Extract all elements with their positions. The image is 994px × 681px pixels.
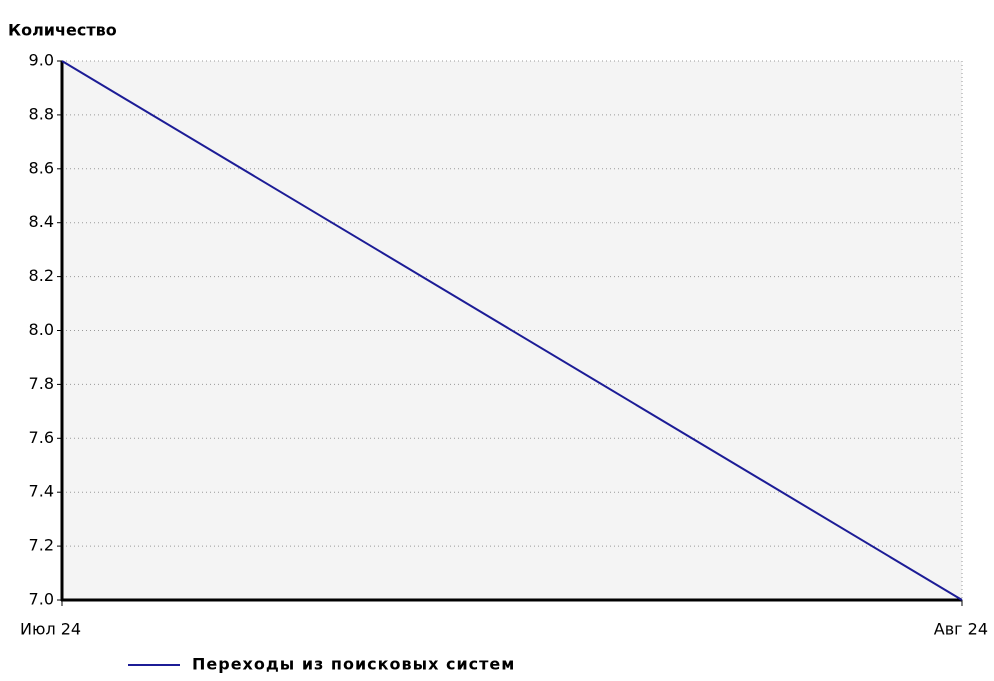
series-line (61, 60, 963, 601)
y-tick-label: 8.8 (29, 104, 54, 123)
y-tick-label: 7.6 (29, 428, 54, 447)
y-tick-label: 8.0 (29, 320, 54, 339)
y-tick-label: 7.2 (29, 536, 54, 555)
y-tick-label: 8.6 (29, 158, 54, 177)
legend-label: Переходы из поисковых систем (192, 655, 515, 674)
y-tick-label: 7.8 (29, 374, 54, 393)
x-tick-label: Авг 24 (934, 620, 988, 639)
y-tick-label: 9.0 (29, 51, 54, 70)
y-tick-label: 7.4 (29, 482, 54, 501)
y-axis-title: Количество (8, 21, 117, 40)
y-tick-label: 7.0 (29, 590, 54, 609)
y-tick-label: 8.4 (29, 212, 54, 231)
x-tick-label: Июл 24 (20, 620, 81, 639)
y-tick-label: 8.2 (29, 266, 54, 285)
